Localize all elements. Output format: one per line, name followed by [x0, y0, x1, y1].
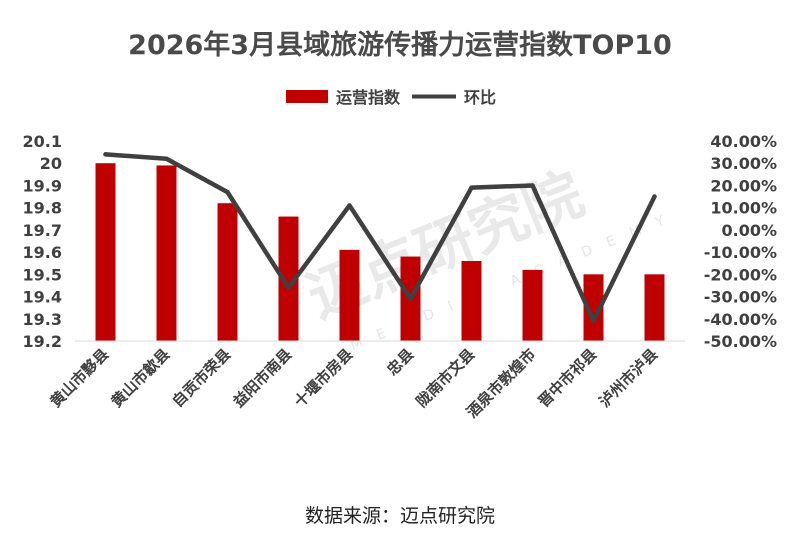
line-point: [164, 156, 169, 161]
bar: [156, 165, 177, 341]
y-left-tick-label: 19.6: [23, 243, 62, 262]
line-point: [469, 185, 474, 190]
bar-series: [95, 163, 665, 341]
y-right-tick-label: -30.00%: [704, 288, 777, 307]
category-label: 益阳市南县: [230, 345, 296, 411]
bar: [217, 203, 238, 341]
y-left-tick-label: 20: [40, 154, 62, 173]
category-label: 十堰市房县: [291, 345, 357, 411]
category-label: 黄山市歙县: [108, 345, 174, 411]
y-left-tick-label: 19.4: [23, 288, 62, 307]
y-left-tick-label: 19.8: [23, 199, 62, 218]
legend: 运营指数 环比: [286, 88, 496, 107]
y-right-tick-label: -40.00%: [704, 310, 777, 329]
bar: [278, 216, 299, 341]
y-left-tick-label: 19.3: [23, 310, 62, 329]
category-label: 黄山市黟县: [47, 345, 113, 411]
y-left-tick-label: 19.2: [23, 332, 62, 351]
source-note: 数据来源：迈点研究院: [305, 505, 495, 527]
line-path: [103, 152, 657, 324]
line-point: [530, 183, 535, 188]
bar: [95, 163, 116, 341]
y-axis-right: 40.00% 30.00% 20.00% 10.00% 0.00% -10.00% -20.…: [704, 132, 777, 351]
y-left-tick-label: 19.9: [23, 176, 62, 195]
category-label: 自贡市荣县: [169, 345, 235, 411]
y-right-tick-label: 20.00%: [710, 176, 777, 195]
y-right-tick-label: 10.00%: [710, 199, 777, 218]
y-right-tick-label: -10.00%: [704, 243, 777, 262]
bar: [644, 274, 665, 341]
y-left-tick-label: 20.1: [23, 132, 62, 151]
line-point: [408, 296, 413, 301]
chart-title: 2026年3月县域旅游传播力运营指数TOP10: [128, 29, 672, 61]
category-label: 泸州市泸县: [596, 345, 662, 411]
bar: [461, 261, 482, 341]
legend-label-bar: 运营指数: [336, 88, 401, 107]
y-left-tick-label: 19.7: [23, 221, 62, 240]
line-point: [591, 318, 596, 324]
legend-label-line: 环比: [464, 88, 496, 107]
line-point: [652, 194, 657, 199]
category-label: 晋中市祁县: [535, 345, 601, 411]
y-right-tick-label: 40.00%: [710, 132, 777, 151]
bar: [522, 269, 543, 341]
line-point: [103, 152, 108, 157]
line-point: [347, 203, 352, 208]
y-right-tick-label: -50.00%: [704, 332, 777, 351]
y-right-tick-label: 30.00%: [710, 154, 777, 173]
y-right-tick-label: -20.00%: [704, 265, 777, 284]
category-label: 陇南市文县: [413, 345, 479, 411]
bar: [583, 274, 604, 341]
line-point: [225, 189, 230, 195]
category-label: 忠县: [383, 345, 417, 379]
line-point: [286, 285, 291, 290]
y-axis-left: 20.1 20 19.9 19.8 19.7 19.6 19.5 19.4 19.3 19.2: [23, 132, 62, 351]
legend-bar-swatch: [286, 90, 328, 103]
y-left-tick-label: 19.5: [23, 265, 62, 284]
y-right-tick-label: 0.00%: [721, 221, 777, 240]
bar: [339, 249, 360, 341]
line-series: [103, 152, 657, 324]
